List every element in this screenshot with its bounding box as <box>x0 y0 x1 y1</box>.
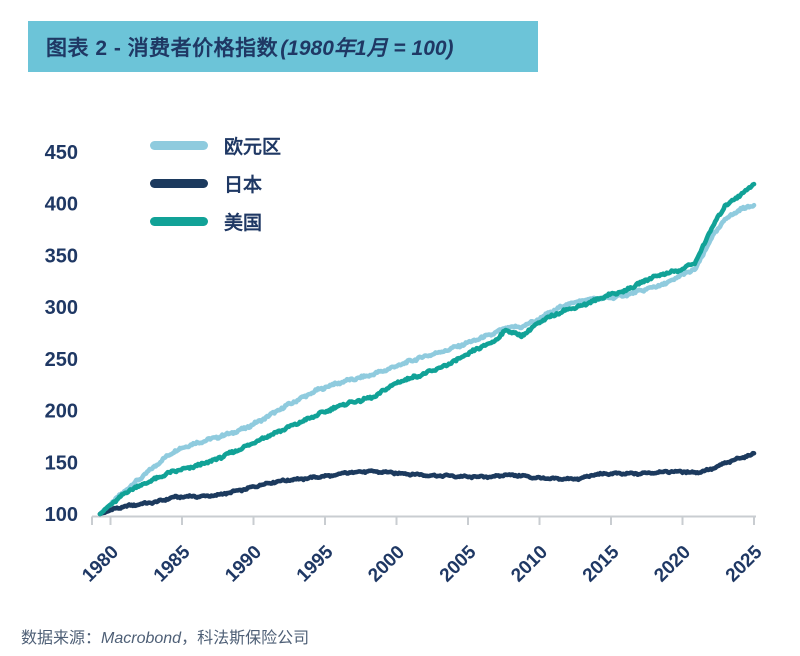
x-tick-label: 1990 <box>221 542 266 587</box>
y-tick-label: 150 <box>45 452 78 474</box>
y-tick-label: 400 <box>45 194 78 216</box>
legend-item-japan: 日本 <box>150 170 281 196</box>
chart-title-index-note: (1980年1月 = 100) <box>280 36 454 60</box>
x-tick-label: 2000 <box>364 542 409 587</box>
source-suffix: ，科法斯保险公司 <box>181 630 310 647</box>
data-source-note: 数据来源：Macrobond，科法斯保险公司 <box>21 624 309 648</box>
chart-title-text: 图表 2 - 消费者价格指数 <box>46 36 279 60</box>
legend-item-usa: 美国 <box>150 208 281 234</box>
y-tick-label: 450 <box>45 142 78 164</box>
x-tick-label: 1985 <box>150 541 195 586</box>
chart-title-bar: 图表 2 - 消费者价格指数 (1980年1月 = 100) <box>28 21 538 72</box>
legend-label-usa: 美国 <box>224 212 263 234</box>
x-tick-label: 2025 <box>722 541 767 586</box>
y-tick-label: 300 <box>45 297 78 319</box>
series-line-japan <box>97 450 757 517</box>
x-tick-label: 1980 <box>78 542 123 587</box>
x-tick-label: 2010 <box>507 542 552 587</box>
legend-swatch-eurozone-icon <box>150 140 208 150</box>
chart-legend: 欧元区 日本 美国 <box>150 132 281 234</box>
y-tick-label: 100 <box>45 504 78 526</box>
legend-swatch-japan-icon <box>150 178 208 188</box>
x-tick-label: 1995 <box>293 541 338 586</box>
y-tick-label: 350 <box>45 245 78 267</box>
x-tick-label: 2020 <box>650 542 695 587</box>
source-prefix: 数据来源： <box>21 630 102 647</box>
y-tick-label: 250 <box>45 349 78 371</box>
legend-swatch-usa-icon <box>150 216 208 226</box>
cpi-line-chart: 100 150 200 250 300 350 400 450 1980 1985 1990 1995… <box>45 142 767 587</box>
legend-label-japan: 日本 <box>224 174 263 196</box>
series-line-eurozone <box>97 202 757 517</box>
x-tick-label: 2015 <box>579 541 624 586</box>
legend-item-eurozone: 欧元区 <box>150 132 281 158</box>
legend-label-eurozone: 欧元区 <box>224 136 282 158</box>
y-tick-label: 200 <box>45 401 78 423</box>
source-provider: Macrobond <box>101 630 182 647</box>
x-tick-label: 2005 <box>436 541 481 586</box>
series-line-usa <box>97 181 757 517</box>
